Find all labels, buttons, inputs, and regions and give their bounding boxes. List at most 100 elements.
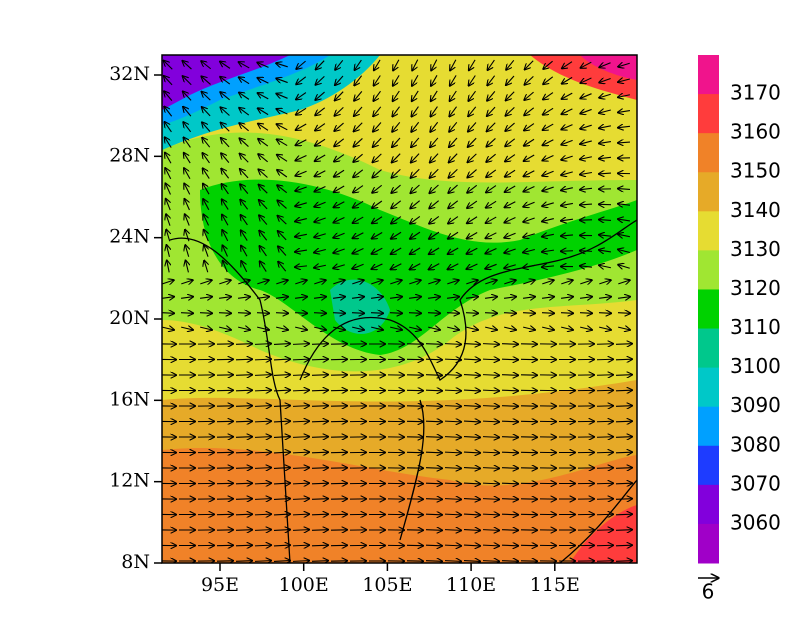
wind-arrow <box>618 142 631 143</box>
wind-arrow <box>167 261 169 273</box>
lat-label: 12N <box>109 470 150 492</box>
wind-arrow <box>235 545 252 546</box>
wind-arrow <box>463 344 480 345</box>
wind-arrow <box>408 313 421 314</box>
wind-arrow <box>450 90 457 101</box>
colorbar-box <box>698 172 719 212</box>
wind-arrow <box>183 107 192 117</box>
wind-arrow <box>482 421 499 422</box>
wind-arrow <box>431 106 438 117</box>
wind-arrow <box>618 189 631 190</box>
wind-arrow <box>615 452 632 453</box>
colorbar-label: 3100 <box>730 354 781 378</box>
wind-arrow <box>615 406 632 407</box>
wind-arrow <box>334 216 345 222</box>
wind-arrow <box>449 106 457 117</box>
wind-arrow <box>523 327 535 330</box>
wind-arrow <box>273 545 290 546</box>
wind-arrow <box>203 184 210 195</box>
wind-arrow <box>334 169 345 177</box>
wind-arrow <box>254 390 271 391</box>
wind-arrow <box>524 185 535 191</box>
colorbar-label: 3090 <box>730 393 781 417</box>
wind-arrow <box>373 122 382 131</box>
wind-arrow <box>618 250 630 253</box>
wind-arrow <box>428 280 439 284</box>
wind-arrow <box>542 266 555 267</box>
wind-arrow <box>292 375 309 376</box>
wind-arrow <box>523 265 535 267</box>
wind-arrow <box>202 107 211 117</box>
wind-arrow <box>374 75 381 85</box>
wind-arrow <box>542 234 554 236</box>
colorbar-box <box>698 328 719 369</box>
lat-axis: 32N 28N 24N 20N 16N 12N 8N <box>109 63 162 573</box>
wind-arrow <box>372 216 383 224</box>
wind-arrow <box>487 106 496 116</box>
wind-arrow <box>292 530 309 531</box>
wind-arrow <box>503 313 516 314</box>
wind-arrow <box>223 261 227 273</box>
wind-arrow <box>311 561 328 562</box>
wind-arrow <box>468 137 477 147</box>
wind-arrow <box>374 59 381 70</box>
wind-arrow <box>430 168 439 177</box>
wind-arrow <box>273 499 290 500</box>
wind-arrow <box>524 107 535 115</box>
wind-arrow <box>449 168 458 177</box>
wind-arrow <box>292 344 309 345</box>
wind-arrow <box>487 122 496 131</box>
wind-arrow <box>427 297 440 299</box>
wind-arrow <box>183 122 192 133</box>
wind-arrow <box>294 297 307 299</box>
wind-arrow <box>467 169 477 178</box>
wind-arrow <box>467 247 478 254</box>
wind-arrow <box>201 61 212 70</box>
wind-arrow <box>392 121 401 131</box>
wind-arrow <box>429 215 440 223</box>
wind-arrow <box>444 437 461 438</box>
wind-arrow <box>617 297 630 299</box>
wind-arrow <box>501 483 518 484</box>
wind-arrow <box>468 153 477 162</box>
wind-arrow <box>332 313 345 314</box>
wind-arrow <box>201 77 211 85</box>
lat-label: 8N <box>121 551 150 573</box>
wind-arrow <box>618 111 631 113</box>
wind-arrow <box>542 219 554 222</box>
wind-arrow <box>618 126 631 127</box>
wind-arrow <box>296 60 306 69</box>
wind-arrow <box>239 62 250 69</box>
wind-arrow <box>541 297 554 299</box>
wind-arrow <box>315 170 326 177</box>
colorbar-label: 3080 <box>730 432 781 456</box>
wind-arrow <box>429 231 440 239</box>
wind-arrow <box>599 110 611 113</box>
wind-arrow <box>599 126 611 128</box>
wind-arrow <box>599 235 612 236</box>
wind-arrow <box>561 327 573 330</box>
wind-arrow <box>504 249 516 253</box>
wind-arrow <box>311 514 328 515</box>
colorbar-label: 3110 <box>730 315 781 339</box>
wind-arrow <box>311 437 328 438</box>
colorbar-label: 3120 <box>730 276 781 300</box>
wind-arrow <box>485 264 497 268</box>
wind-arrow <box>580 204 593 205</box>
wind-arrow <box>463 545 480 546</box>
wind-arrow <box>221 169 230 179</box>
wind-arrow <box>410 231 421 239</box>
wind-arrow <box>294 313 307 314</box>
wind-arrow <box>353 232 364 238</box>
wind-arrow <box>273 359 290 360</box>
wind-arrow <box>275 297 288 299</box>
wind-arrow <box>221 123 230 132</box>
wind-arrow <box>523 280 534 284</box>
wind-arrow <box>352 264 364 268</box>
colorbar-label: 3070 <box>730 471 781 495</box>
wind-arrow <box>314 234 326 238</box>
wind-arrow <box>542 250 555 252</box>
wind-arrow <box>465 297 478 299</box>
wind-arrow <box>431 90 438 101</box>
wind-arrow <box>618 234 630 236</box>
